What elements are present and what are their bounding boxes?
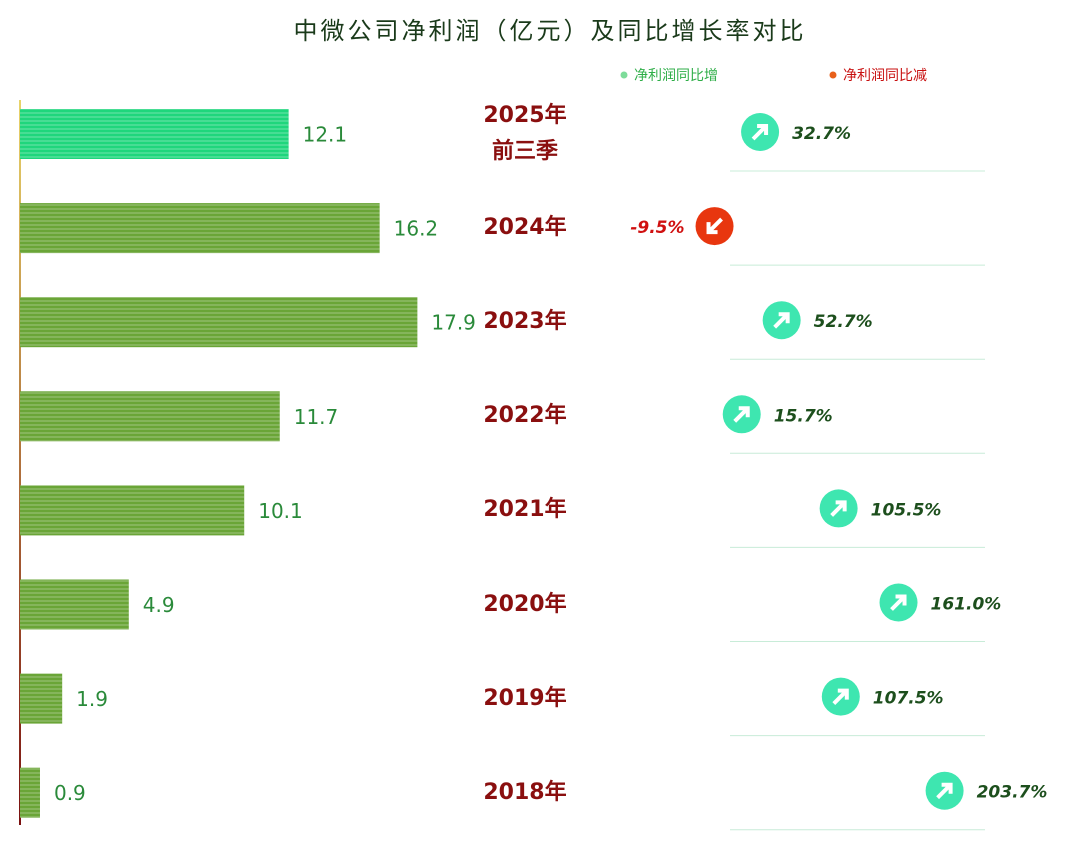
bar-texture <box>20 297 418 348</box>
category-label: 2024年 <box>483 215 567 241</box>
legend-label: 净利润同比减 <box>843 68 927 84</box>
category-label: 2025年 前三季 <box>483 103 567 164</box>
category-label: 2020年 <box>483 591 567 617</box>
chart-title: 中微公司净利润（亿元）及同比增长率对比 <box>294 17 807 45</box>
growth-label: 32.7% <box>792 124 851 144</box>
growth-arrow <box>830 500 847 517</box>
bar-texture <box>20 579 129 630</box>
bar-texture <box>20 109 289 159</box>
category-label: 2021年 <box>483 497 567 523</box>
bar-value-label: 0.9 <box>54 781 86 805</box>
growth-label: 161.0% <box>931 595 1002 615</box>
growth-label: -9.5% <box>630 218 684 238</box>
bar-value-label: 17.9 <box>431 311 476 335</box>
bar-value-label: 1.9 <box>76 687 108 711</box>
growth-label: 52.7% <box>814 312 873 332</box>
growth-arrow <box>832 688 849 706</box>
category-label: 2018年 <box>483 779 567 805</box>
growth-label: 105.5% <box>871 500 942 520</box>
growth-arrow <box>733 406 750 423</box>
bar-value-label: 12.1 <box>303 123 348 147</box>
bar-texture <box>20 203 380 254</box>
growth-arrow <box>936 782 953 800</box>
growth-arrow <box>890 594 907 611</box>
axis-line <box>19 100 21 825</box>
category-label: 2022年 <box>483 403 567 429</box>
category-label: 2019年 <box>483 685 567 711</box>
bar-value-label: 10.1 <box>258 499 303 523</box>
bar-texture <box>20 673 63 724</box>
growth-label: 107.5% <box>873 689 944 709</box>
growth-arrow <box>773 312 790 329</box>
legend-marker <box>829 71 837 79</box>
legend-marker <box>620 71 628 79</box>
bar-texture <box>20 485 245 536</box>
category-label: 2023年 <box>483 309 567 335</box>
bar-texture <box>20 391 280 442</box>
growth-label: 203.7% <box>977 783 1048 803</box>
bar-value-label: 11.7 <box>294 405 339 429</box>
legend-label: 净利润同比增 <box>634 68 718 84</box>
bar-value-label: 4.9 <box>143 593 175 617</box>
bar-texture <box>20 767 40 818</box>
growth-label: 15.7% <box>774 406 833 426</box>
bar-value-label: 16.2 <box>394 217 439 241</box>
growth-arrow <box>751 124 769 141</box>
growth-arrow <box>706 217 723 235</box>
